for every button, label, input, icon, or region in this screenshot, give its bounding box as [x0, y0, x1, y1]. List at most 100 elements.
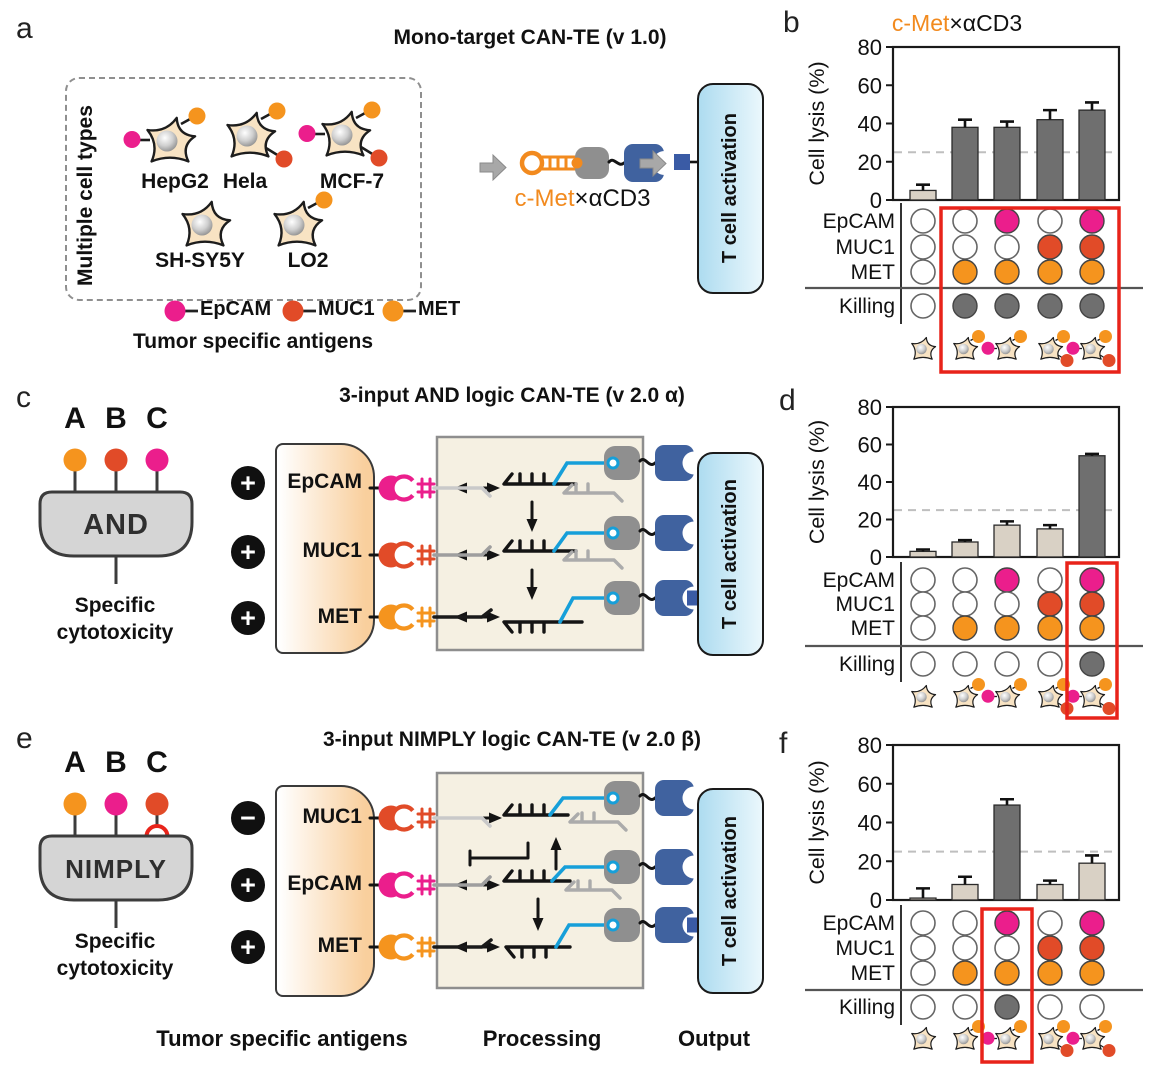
- gate-caption-line2: cytotoxicity: [56, 621, 174, 645]
- cell-nucleus: [331, 124, 353, 146]
- matrix-row-label: MET: [851, 617, 896, 640]
- antigen-dot-filled: [1037, 615, 1063, 641]
- plus-icon: +: [231, 930, 265, 964]
- killing-dot-empty: [910, 651, 936, 677]
- cell-name: Hela: [222, 170, 268, 193]
- bar: [993, 524, 1021, 558]
- met-antigen-dot: [1057, 330, 1070, 343]
- gate-label: AND: [83, 509, 149, 541]
- matrix-row-label: MUC1: [835, 937, 895, 960]
- input-dot: [145, 448, 169, 472]
- muc1-antigen-dot: [1102, 1044, 1116, 1057]
- cell-icon: [273, 191, 333, 247]
- receptor-label-epcam: EpCAM: [287, 872, 362, 895]
- cell-nucleus: [1085, 691, 1096, 703]
- killing-dot-empty: [1037, 651, 1063, 677]
- antigen-dot-empty: [910, 567, 936, 593]
- strand-anchor-icon: [606, 591, 620, 605]
- muc1-antigen-dot: [1102, 702, 1116, 715]
- cell-icon: [953, 330, 985, 360]
- antigen-dot-empty: [910, 234, 936, 260]
- antigen-dot-empty: [994, 591, 1020, 617]
- antibody-icon: [655, 515, 694, 551]
- legend-label: EpCAM: [200, 298, 272, 320]
- bar: [1036, 528, 1064, 558]
- tcell-activation-box-a: T cell activation: [697, 83, 764, 294]
- linker-icon: [638, 920, 657, 928]
- met-antigen-dot: [1099, 1020, 1112, 1033]
- cell-icon: [911, 1026, 937, 1050]
- plus-icon: +: [231, 535, 265, 569]
- panel-e-letter: e: [16, 722, 33, 755]
- antigen-dot-filled: [994, 960, 1020, 986]
- toehold-strand-icon: [548, 796, 610, 817]
- error-bar: [1000, 120, 1014, 128]
- killing-dot-filled: [1079, 651, 1105, 677]
- y-tick-label: 20: [858, 150, 882, 175]
- effector-module: [604, 515, 706, 551]
- aptamer-receptor-icon: [368, 933, 493, 961]
- cell-nucleus: [1085, 1033, 1096, 1045]
- gate-caption-e: Specific cytotoxicity: [15, 928, 215, 983]
- receptor-tail: [432, 875, 492, 887]
- antigen-dot-empty: [952, 234, 978, 260]
- flow-arrow-icon: [479, 153, 507, 182]
- cell-lo2-icon: [249, 191, 345, 259]
- bar: [1036, 883, 1064, 901]
- cell-nucleus: [958, 1033, 969, 1045]
- epcam-antigen-dot: [1066, 341, 1080, 355]
- cell-nucleus: [156, 130, 178, 152]
- antigen-dot-empty: [952, 591, 978, 617]
- input-letter: B: [105, 402, 127, 435]
- toehold-strand-icon: [554, 923, 610, 949]
- cell-nucleus: [1085, 343, 1096, 355]
- error-bar: [1043, 879, 1057, 885]
- y-tick-label: 80: [858, 35, 882, 60]
- toehold-strand-icon: [552, 461, 610, 486]
- y-tick-label: 0: [870, 545, 882, 570]
- antigen-dot-empty: [910, 615, 936, 641]
- epcam-antigen-dot: [1066, 689, 1080, 703]
- y-tick-label: 20: [858, 508, 882, 533]
- panel-c-title: 3-input AND logic CAN-TE (v 2.0 α): [339, 384, 685, 407]
- antigen-dot-filled: [952, 960, 978, 986]
- flow-arrow-icon: [639, 149, 667, 178]
- antigen-dot-filled: [994, 208, 1020, 234]
- y-axis-label: Cell lysis (%): [805, 760, 829, 884]
- antigen-dot-empty: [910, 208, 936, 234]
- cell-mcf7-icon: [297, 101, 393, 169]
- antigen-dot-empty: [994, 935, 1020, 961]
- cell-icon: [1066, 330, 1116, 367]
- gate-caption-line1: Specific: [74, 594, 156, 617]
- matrix-row-label: EpCAM: [823, 569, 895, 592]
- bottom-label-antigens: Tumor specific antigens: [156, 1026, 408, 1051]
- linker-icon: [607, 158, 626, 166]
- legend-dot-met: [382, 300, 404, 322]
- highlight-red-box: [939, 206, 1121, 374]
- cell-icon: [953, 678, 985, 708]
- bottom-label-processing: Processing: [482, 1026, 602, 1051]
- tcell-label: T cell activation: [719, 478, 741, 630]
- input-dot: [63, 792, 87, 816]
- antibody-icon: [655, 580, 694, 616]
- antigen-dot-empty: [952, 935, 978, 961]
- antigen-dot-filled: [1037, 935, 1063, 961]
- dna-strand-icon: [504, 945, 572, 959]
- met-antigen-dot: [1014, 330, 1027, 343]
- legend-label: MUC1: [318, 298, 375, 320]
- output-square-icon: [674, 154, 690, 170]
- killing-dot-empty: [952, 651, 978, 677]
- muc1-antigen-dot: [275, 150, 293, 168]
- antigen-dot-filled: [994, 615, 1020, 641]
- met-antigen-dot: [1014, 678, 1027, 691]
- effector-module: [604, 780, 706, 816]
- cell-icon: [298, 101, 388, 167]
- legend-caption: Tumor specific antigens: [133, 330, 373, 353]
- cell-hepg2-icon: [122, 107, 218, 175]
- error-bar: [1085, 854, 1099, 864]
- y-tick-label: 0: [870, 188, 882, 213]
- linker-icon: [638, 458, 657, 466]
- gate-body: [38, 834, 194, 902]
- y-tick-label: 20: [858, 849, 882, 874]
- cell-group-box: [65, 77, 422, 301]
